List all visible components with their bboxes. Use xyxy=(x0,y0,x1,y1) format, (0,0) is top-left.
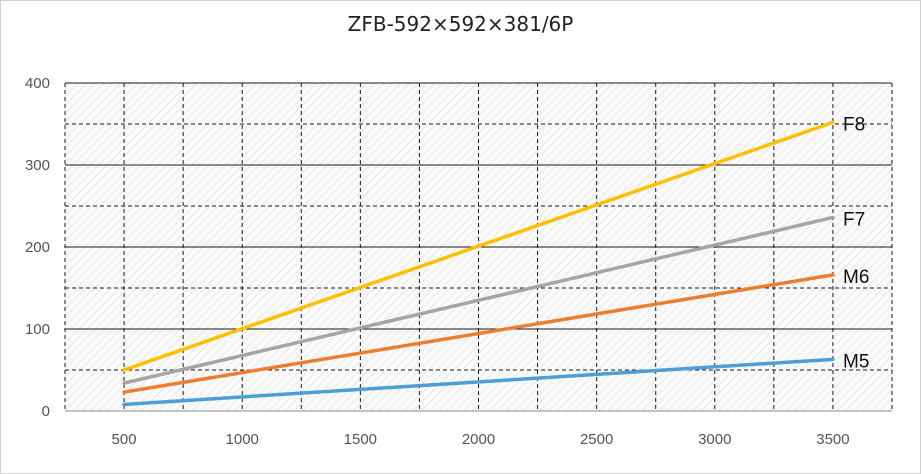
x-tick-label: 2500 xyxy=(580,431,613,448)
y-tick-label: 300 xyxy=(25,157,50,174)
series-label-f8: F8 xyxy=(843,114,865,135)
series-line-f7 xyxy=(122,215,835,385)
series-label-f7: F7 xyxy=(843,209,865,230)
series-line-f8 xyxy=(122,120,835,372)
series-label-m6: M6 xyxy=(843,267,869,288)
x-tick-label: 1500 xyxy=(344,431,377,448)
x-tick-label: 1000 xyxy=(226,431,259,448)
x-tick-label: 500 xyxy=(112,431,137,448)
chart-title: ZFB-592×592×381/6P xyxy=(347,12,574,36)
x-tick-label: 2000 xyxy=(462,431,495,448)
y-tick-label: 400 xyxy=(25,75,50,92)
series-label-m5: M5 xyxy=(843,351,869,372)
y-tick-label: 0 xyxy=(42,403,50,420)
y-tick-label: 100 xyxy=(25,321,50,338)
x-tick-label: 3000 xyxy=(698,431,731,448)
x-tick-label: 3500 xyxy=(816,431,849,448)
y-tick-label: 200 xyxy=(25,239,50,256)
series-line-m5 xyxy=(122,357,835,407)
series-line-m6 xyxy=(122,273,835,394)
